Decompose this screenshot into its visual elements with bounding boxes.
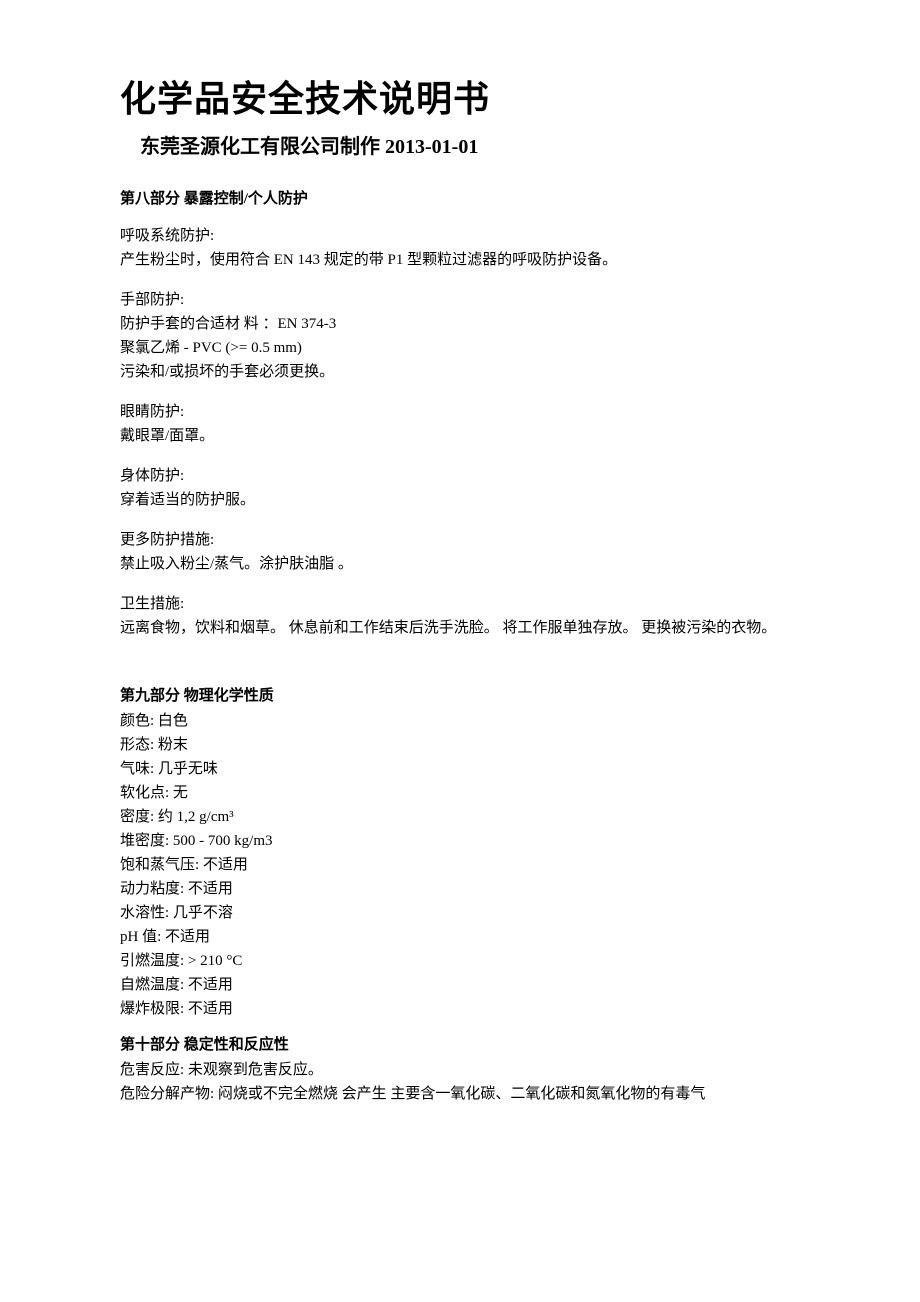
decomposition: 危险分解产物: 闷烧或不完全燃烧 会产生 主要含一氧化碳、二氧化碳和氮氧化物的有… <box>120 1082 800 1106</box>
respiratory-label: 呼吸系统防护: <box>120 224 800 248</box>
more-label: 更多防护措施: <box>120 528 800 552</box>
section9-heading: 第九部分 物理化学性质 <box>120 684 800 705</box>
prop-vapor-pressure: 饱和蒸气压: 不适用 <box>120 853 800 877</box>
prop-ph: pH 值: 不适用 <box>120 925 800 949</box>
more-block: 更多防护措施: 禁止吸入粉尘/蒸气。涂护肤油脂 。 <box>120 528 800 576</box>
hand-line1: 防护手套的合适材 料 ：EN 374-3 <box>120 312 800 336</box>
respiratory-block: 呼吸系统防护: 产生粉尘时，使用符合 EN 143 规定的带 P1 型颗粒过滤器… <box>120 224 800 272</box>
hand-line3: 污染和/或损坏的手套必须更换。 <box>120 360 800 384</box>
body-block: 身体防护: 穿着适当的防护服。 <box>120 464 800 512</box>
more-text: 禁止吸入粉尘/蒸气。涂护肤油脂 。 <box>120 552 800 576</box>
hazard-reaction: 危害反应: 未观察到危害反应。 <box>120 1058 800 1082</box>
respiratory-text: 产生粉尘时，使用符合 EN 143 规定的带 P1 型颗粒过滤器的呼吸防护设备。 <box>120 248 800 272</box>
body-text: 穿着适当的防护服。 <box>120 488 800 512</box>
prop-explosion-limit: 爆炸极限: 不适用 <box>120 997 800 1021</box>
main-title: 化学品安全技术说明书 <box>120 70 800 122</box>
prop-form: 形态: 粉末 <box>120 733 800 757</box>
hand-block: 手部防护: 防护手套的合适材 料 ：EN 374-3 聚氯乙烯 - PVC (>… <box>120 288 800 384</box>
prop-solubility: 水溶性: 几乎不溶 <box>120 901 800 925</box>
prop-bulk-density: 堆密度: 500 - 700 kg/m3 <box>120 829 800 853</box>
prop-density: 密度: 约 1,2 g/cm³ <box>120 805 800 829</box>
subtitle: 东莞圣源化工有限公司制作 2013-01-01 <box>140 130 800 159</box>
body-label: 身体防护: <box>120 464 800 488</box>
eye-text: 戴眼罩/面罩。 <box>120 424 800 448</box>
eye-block: 眼睛防护: 戴眼罩/面罩。 <box>120 400 800 448</box>
hygiene-block: 卫生措施: 远离食物，饮料和烟草。 休息前和工作结束后洗手洗脸。 将工作服单独存… <box>120 592 800 640</box>
prop-viscosity: 动力粘度: 不适用 <box>120 877 800 901</box>
section10-heading: 第十部分 稳定性和反应性 <box>120 1033 800 1054</box>
prop-odor: 气味: 几乎无味 <box>120 757 800 781</box>
hygiene-text: 远离食物，饮料和烟草。 休息前和工作结束后洗手洗脸。 将工作服单独存放。 更换被… <box>120 616 800 640</box>
prop-ignition-temp: 引燃温度: > 210 °C <box>120 949 800 973</box>
prop-color: 颜色: 白色 <box>120 709 800 733</box>
hand-label: 手部防护: <box>120 288 800 312</box>
prop-softening: 软化点: 无 <box>120 781 800 805</box>
prop-autoignition: 自燃温度: 不适用 <box>120 973 800 997</box>
eye-label: 眼睛防护: <box>120 400 800 424</box>
section8-heading: 第八部分 暴露控制/个人防护 <box>120 187 800 208</box>
hygiene-label: 卫生措施: <box>120 592 800 616</box>
hand-line2: 聚氯乙烯 - PVC (>= 0.5 mm) <box>120 336 800 360</box>
